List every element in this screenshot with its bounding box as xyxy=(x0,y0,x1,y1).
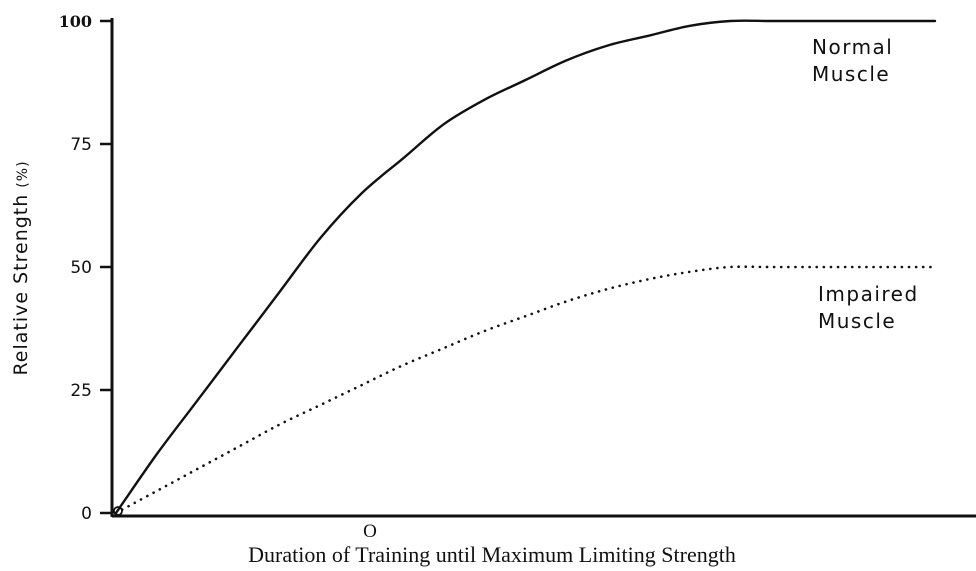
series-label: Impaired Muscle xyxy=(818,282,919,333)
series-label-line: Muscle xyxy=(818,309,896,333)
series-group xyxy=(113,19,937,516)
series-labels: Normal Muscle Impaired Muscle xyxy=(812,35,919,333)
series-label: Normal Muscle xyxy=(812,35,893,86)
y-tick-label: 75 xyxy=(70,135,92,155)
y-tick-label: 25 xyxy=(70,381,92,401)
y-ticks: 0 25 50 75 100 xyxy=(59,12,112,524)
series-label-line: Normal xyxy=(812,35,893,59)
origin-marker xyxy=(113,506,123,516)
y-tick-label: 100 xyxy=(59,12,92,31)
series-label-line: Impaired xyxy=(818,282,919,306)
series-label-line: Muscle xyxy=(812,62,890,86)
y-tick-label: 0 xyxy=(81,504,92,524)
x-tick-label: O xyxy=(363,521,377,542)
y-tick-label: 50 xyxy=(70,258,92,278)
y-axis-unit: (%) xyxy=(15,160,31,187)
x-ticks: O xyxy=(363,521,377,542)
x-axis-label: Duration of Training until Maximum Limit… xyxy=(248,542,736,567)
series-line-impaired-muscle xyxy=(114,265,937,515)
series-line-normal-muscle xyxy=(114,19,937,515)
y-axis-label: Relative Strength (%) xyxy=(10,160,32,375)
y-axis-label-text: Relative Strength xyxy=(10,194,32,376)
